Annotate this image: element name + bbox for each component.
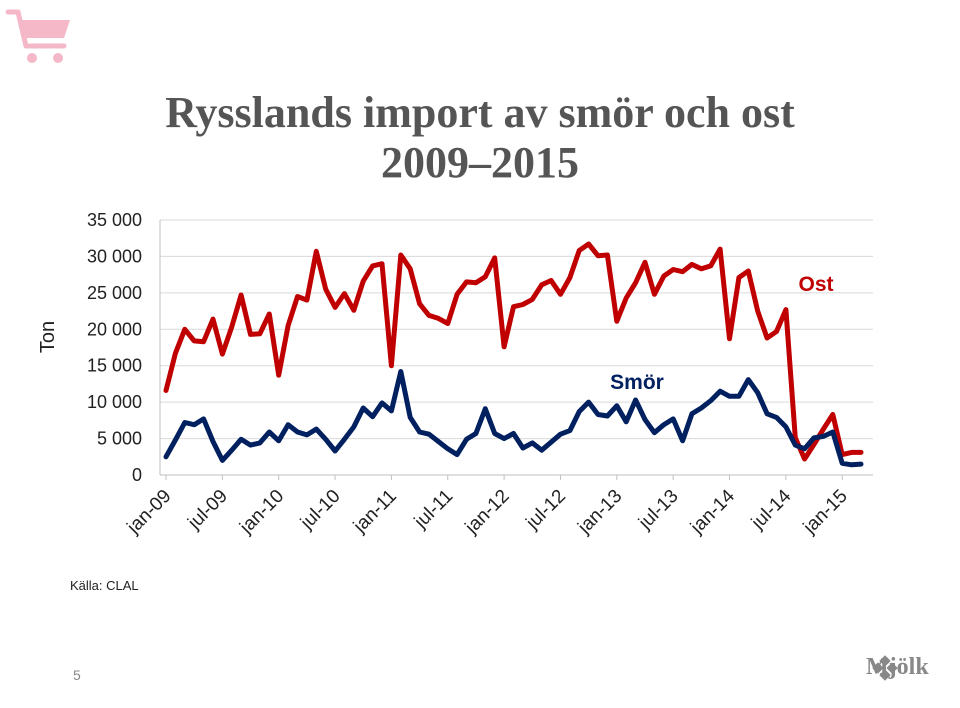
- y-tick-label: 30 000: [87, 246, 142, 266]
- x-tick-label: jan-15: [799, 486, 852, 539]
- x-axis: jan-09 jul-09 jan-10 jul-10 jan-11 jul-11 jan-…: [123, 475, 852, 539]
- y-tick-label: 25 000: [87, 283, 142, 303]
- series-line-smor: [163, 369, 864, 468]
- shopping-cart-icon: [5, 9, 70, 63]
- x-tick-label: jul-10: [296, 486, 344, 534]
- series-label-ost: Ost: [798, 273, 833, 296]
- source-label: Källa: CLAL: [70, 578, 139, 593]
- x-tick-label: jan-09: [123, 486, 176, 539]
- x-tick-label: jul-09: [183, 486, 231, 534]
- title-line-1: Rysslands import av smör och ost: [165, 88, 795, 137]
- x-tick-label: jan-10: [235, 486, 288, 539]
- series-line-ost: [163, 241, 864, 462]
- x-tick-label: jul-11: [410, 486, 457, 533]
- y-axis-label: Ton: [37, 321, 59, 353]
- x-tick-label: jan-11: [349, 486, 401, 538]
- y-tick-label: 35 000: [87, 210, 142, 230]
- x-tick-label: jan-12: [461, 486, 514, 539]
- page-number: 5: [73, 667, 81, 683]
- x-tick-label: jul-12: [522, 486, 570, 534]
- series-label-smor: Smör: [610, 371, 664, 394]
- series-layer: [163, 241, 864, 468]
- x-tick-label: jul-14: [747, 485, 796, 534]
- y-tick-label: 5 000: [97, 429, 142, 449]
- mjolk-logo-icon: [872, 655, 898, 681]
- y-tick-label: 20 000: [87, 319, 142, 339]
- y-axis: 0 5 000 10 000 15 000 20 000 25 000 30 000 35 0…: [87, 210, 142, 485]
- logo-text: Mjölk: [866, 654, 929, 680]
- title-line-2: 2009–2015: [381, 138, 579, 187]
- chart-title: Rysslands import av smör och ost 2009–20…: [160, 88, 800, 188]
- x-tick-label: jul-13: [634, 486, 682, 534]
- x-tick-label: jan-13: [573, 486, 626, 539]
- y-tick-label: 10 000: [87, 392, 142, 412]
- x-tick-label: jan-14: [686, 485, 739, 538]
- y-tick-label: 0: [132, 465, 142, 485]
- annotation-layer: Ost Smör: [610, 273, 833, 394]
- y-tick-label: 15 000: [87, 356, 142, 376]
